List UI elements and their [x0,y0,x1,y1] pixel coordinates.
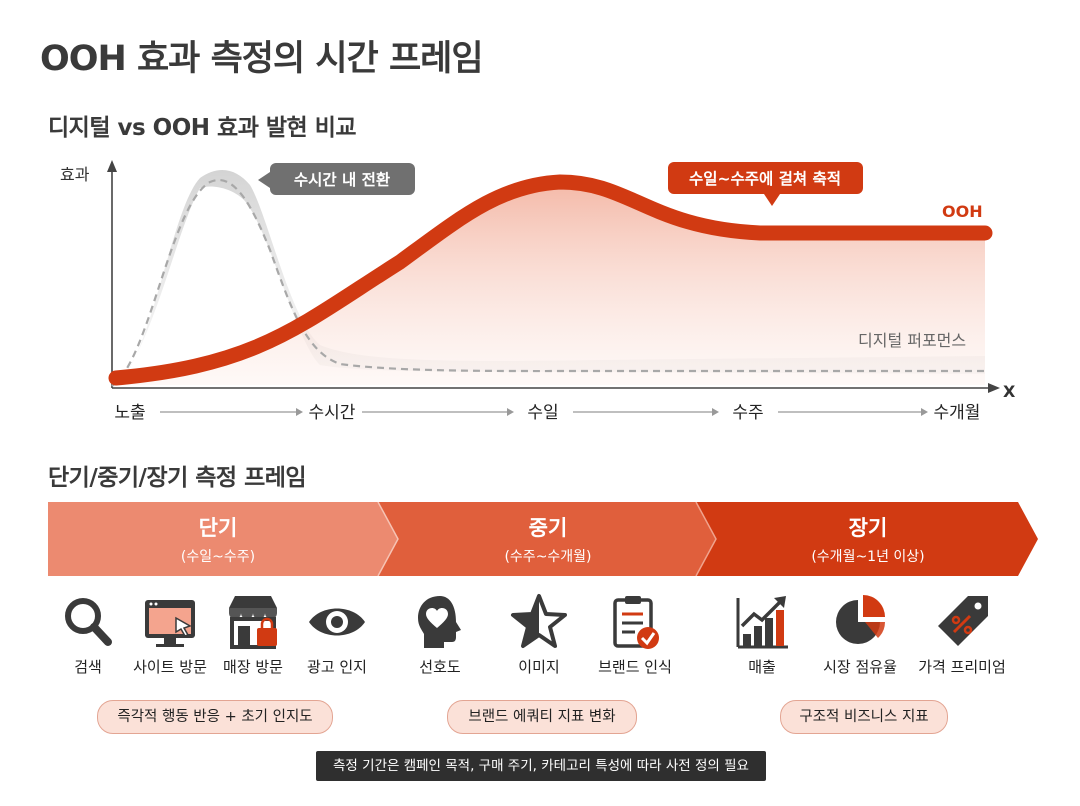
timeline-arrowhead [507,408,514,416]
ooh-series-label: OOH [942,202,983,221]
footnote: 측정 기간은 캠페인 목적, 구매 주기, 카테고리 특성에 따라 사전 정의 … [316,751,766,781]
pill-long-term: 구조적 비즈니스 지표 [780,700,948,734]
digital-series-line [111,179,985,387]
metric-label: 선호도 [419,658,461,676]
x-tick-label: 수시간 [309,403,356,423]
x-tick-label: 노출 [114,403,145,423]
x-axis-label: X [1003,382,1016,401]
store-icon [229,596,277,649]
digital-series-label: 디지털 퍼포먼스 [858,331,966,350]
timeline-arrowhead [296,408,303,416]
effect-comparison-chart: 효과 X OOH 디지털 퍼포먼스 수시간 내 전환 수일~수주에 걸쳐 축적 … [60,160,1016,423]
metric-label: 가격 프리미엄 [918,658,1006,676]
website-icon [145,600,195,647]
star-icon [511,594,567,648]
phase-short-range: (수일~수주) [180,549,256,565]
metric-label: 사이트 방문 [133,658,207,676]
frame-section-title: 단기/중기/장기 측정 프레임 [48,465,307,491]
metric-label: 광고 인지 [307,658,367,676]
metric-image: 이미지 [484,592,594,677]
phase-long-name: 장기 [848,516,888,540]
x-tick-label: 수주 [732,403,763,423]
phase-short: 단기 (수일~수주) [48,502,388,576]
metric-market-share: 시장 점유율 [805,592,915,677]
metric-label: 매장 방문 [223,658,283,676]
chart-section-title: 디지털 vs OOH 효과 발현 비교 [48,115,357,141]
metric-label: 이미지 [518,658,560,676]
search-icon [65,598,112,646]
phase-long: 장기 (수개월~1년 이상) [708,502,1028,576]
metric-price-premium: 가격 프리미엄 [907,592,1017,677]
eye-icon [309,608,365,636]
phase-banner: 단기 (수일~수주) 중기 (수주~수개월) 장기 (수개월~1년 이상) [48,502,1038,576]
x-tick-labels: 노출 수시간 수일 수주 수개월 [114,403,980,423]
phase-mid: 중기 (수주~수개월) [388,502,708,576]
phase-short-name: 단기 [198,516,238,540]
page-title: OOH 효과 측정의 시간 프레임 [40,39,484,79]
pill-short-term: 즉각적 행동 반응 + 초기 인지도 [97,700,333,734]
phase-short-shape [48,502,398,576]
digital-callout-text: 수시간 내 전환 [294,171,390,189]
metric-label: 매출 [748,658,776,676]
price-tag-icon [938,596,988,646]
metric-label: 시장 점유율 [823,658,897,676]
bar-chart-up-icon [736,596,788,649]
metric-store-visit: 매장 방문 [198,592,308,677]
phase-long-range: (수개월~1년 이상) [811,549,925,565]
metric-label: 브랜드 인식 [598,658,672,676]
x-tick-label: 수개월 [934,403,981,423]
digital-callout: 수시간 내 전환 [258,163,415,195]
ooh-callout-text: 수일~수주에 걸쳐 축적 [689,170,841,188]
heart-head-icon [418,596,461,648]
metric-ad-awareness: 광고 인지 [282,592,392,677]
phase-mid-range: (수주~수개월) [504,549,592,565]
phase-mid-name: 중기 [528,516,568,540]
phase-long-shape [696,502,1038,576]
metric-brand-awareness: 브랜드 인식 [580,592,690,677]
timeline-arrowhead [921,408,928,416]
metric-site-visit: 사이트 방문 [115,592,225,677]
x-tick-label: 수일 [527,403,558,423]
y-axis-label: 효과 [60,165,90,184]
phase-banner-shapes [48,502,1038,576]
ooh-callout: 수일~수주에 걸쳐 축적 [668,162,863,206]
metric-sales: 매출 [707,592,817,677]
metric-label: 검색 [74,658,102,676]
clipboard-check-icon [613,596,659,649]
y-axis-arrow [107,160,117,172]
x-axis-arrow [988,383,1000,393]
metric-search: 검색 [33,592,143,677]
pill-mid-term: 브랜드 에쿼티 지표 변화 [447,700,637,734]
pie-chart-icon [836,595,885,644]
phase-mid-shape [378,502,716,576]
timeline-arrowhead [712,408,719,416]
metric-preference: 선호도 [385,592,495,677]
ooh-series-line [108,174,993,386]
